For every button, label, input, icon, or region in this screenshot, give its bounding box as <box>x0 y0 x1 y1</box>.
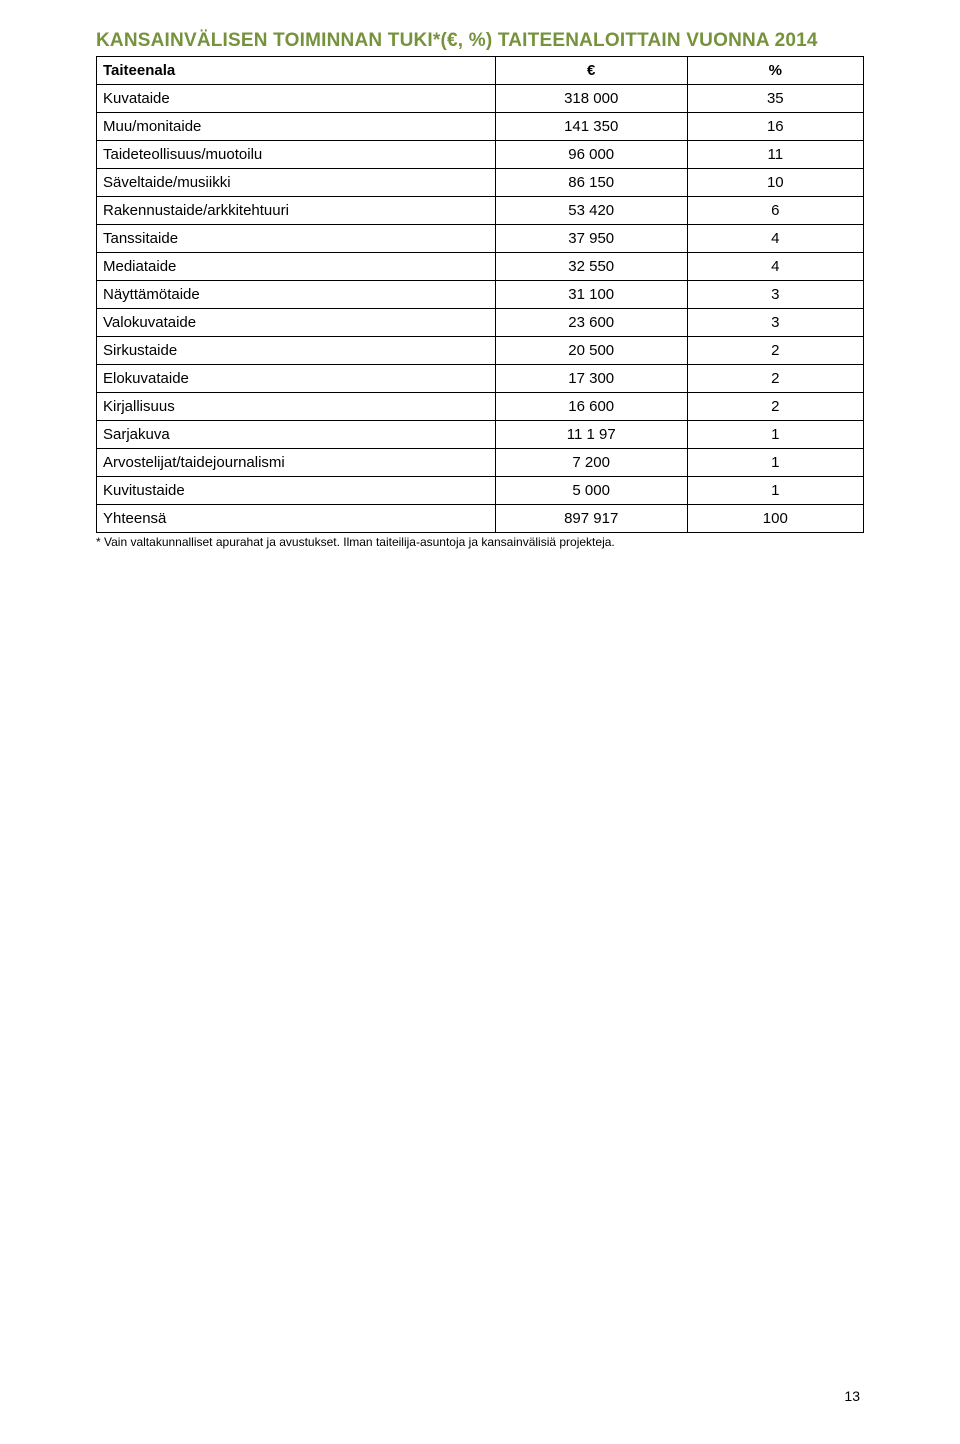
cell-pct: 10 <box>687 169 863 197</box>
cell-euro: 31 100 <box>495 281 687 309</box>
cell-euro: 37 950 <box>495 225 687 253</box>
table-row: Muu/monitaide 141 350 16 <box>97 113 864 141</box>
table-row: Valokuvataide 23 600 3 <box>97 309 864 337</box>
table-row: Taideteollisuus/muotoilu 96 000 11 <box>97 141 864 169</box>
cell-pct: 1 <box>687 421 863 449</box>
cell-pct: 4 <box>687 225 863 253</box>
cell-euro: 16 600 <box>495 393 687 421</box>
cell-name: Sirkustaide <box>97 337 496 365</box>
cell-pct: 2 <box>687 393 863 421</box>
cell-euro: 86 150 <box>495 169 687 197</box>
cell-euro: 96 000 <box>495 141 687 169</box>
cell-total-euro: 897 917 <box>495 505 687 533</box>
col-header-euro: € <box>495 57 687 85</box>
cell-name: Arvostelijat/taidejournalismi <box>97 449 496 477</box>
cell-euro: 141 350 <box>495 113 687 141</box>
cell-name: Taideteollisuus/muotoilu <box>97 141 496 169</box>
cell-euro: 32 550 <box>495 253 687 281</box>
cell-pct: 35 <box>687 85 863 113</box>
cell-pct: 2 <box>687 337 863 365</box>
cell-pct: 1 <box>687 477 863 505</box>
cell-pct: 4 <box>687 253 863 281</box>
cell-total-name: Yhteensä <box>97 505 496 533</box>
cell-name: Sarjakuva <box>97 421 496 449</box>
table-total-row: Yhteensä 897 917 100 <box>97 505 864 533</box>
cell-euro: 23 600 <box>495 309 687 337</box>
cell-name: Säveltaide/musiikki <box>97 169 496 197</box>
table-header-row: Taiteenala € % <box>97 57 864 85</box>
table-row: Sirkustaide 20 500 2 <box>97 337 864 365</box>
cell-name: Kuvitustaide <box>97 477 496 505</box>
cell-name: Mediataide <box>97 253 496 281</box>
cell-pct: 11 <box>687 141 863 169</box>
table-row: Tanssitaide 37 950 4 <box>97 225 864 253</box>
cell-name: Näyttämötaide <box>97 281 496 309</box>
cell-euro: 20 500 <box>495 337 687 365</box>
table-row: Rakennustaide/arkkitehtuuri 53 420 6 <box>97 197 864 225</box>
page-title: KANSAINVÄLISEN TOIMINNAN TUKI*(€, %) TAI… <box>96 30 864 52</box>
footnote: * Vain valtakunnalliset apurahat ja avus… <box>96 533 864 549</box>
table-row: Kuvataide 318 000 35 <box>97 85 864 113</box>
cell-name: Kuvataide <box>97 85 496 113</box>
cell-euro: 318 000 <box>495 85 687 113</box>
cell-name: Valokuvataide <box>97 309 496 337</box>
table-row: Kuvitustaide 5 000 1 <box>97 477 864 505</box>
cell-pct: 16 <box>687 113 863 141</box>
table-row: Arvostelijat/taidejournalismi 7 200 1 <box>97 449 864 477</box>
cell-euro: 5 000 <box>495 477 687 505</box>
cell-name: Tanssitaide <box>97 225 496 253</box>
col-header-name: Taiteenala <box>97 57 496 85</box>
table-row: Elokuvataide 17 300 2 <box>97 365 864 393</box>
cell-total-pct: 100 <box>687 505 863 533</box>
cell-name: Rakennustaide/arkkitehtuuri <box>97 197 496 225</box>
cell-pct: 3 <box>687 309 863 337</box>
table-row: Näyttämötaide 31 100 3 <box>97 281 864 309</box>
cell-name: Elokuvataide <box>97 365 496 393</box>
data-table: Taiteenala € % Kuvataide 318 000 35 Muu/… <box>96 56 864 533</box>
cell-name: Kirjallisuus <box>97 393 496 421</box>
col-header-pct: % <box>687 57 863 85</box>
table-row: Säveltaide/musiikki 86 150 10 <box>97 169 864 197</box>
table-row: Mediataide 32 550 4 <box>97 253 864 281</box>
cell-pct: 1 <box>687 449 863 477</box>
cell-euro: 7 200 <box>495 449 687 477</box>
cell-name: Muu/monitaide <box>97 113 496 141</box>
page: KANSAINVÄLISEN TOIMINNAN TUKI*(€, %) TAI… <box>0 0 960 1444</box>
cell-pct: 6 <box>687 197 863 225</box>
cell-pct: 3 <box>687 281 863 309</box>
cell-euro: 53 420 <box>495 197 687 225</box>
cell-pct: 2 <box>687 365 863 393</box>
table-row: Sarjakuva 11 1 97 1 <box>97 421 864 449</box>
cell-euro: 11 1 97 <box>495 421 687 449</box>
table-row: Kirjallisuus 16 600 2 <box>97 393 864 421</box>
page-number: 13 <box>844 1388 860 1404</box>
cell-euro: 17 300 <box>495 365 687 393</box>
